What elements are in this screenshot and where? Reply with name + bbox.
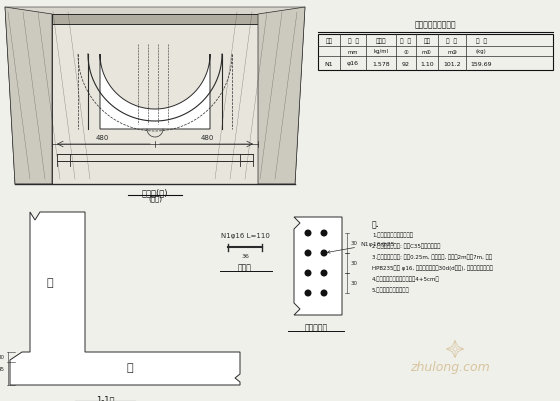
- Text: 注.: 注.: [372, 219, 380, 229]
- Text: 3.钢筋保护层端墙: 净距0.25m, 直到地面, 模板距2m顶距7m, 型号: 3.钢筋保护层端墙: 净距0.25m, 直到地面, 模板距2m顶距7m, 型号: [372, 253, 492, 259]
- Text: 理论重: 理论重: [376, 38, 386, 44]
- Text: (正视): (正视): [148, 195, 162, 202]
- Text: 30: 30: [351, 261, 358, 266]
- Text: 92: 92: [402, 61, 410, 66]
- Bar: [52, 15, 258, 25]
- Text: 159.69: 159.69: [470, 61, 492, 66]
- Text: kg/ml: kg/ml: [374, 49, 389, 55]
- Text: 5.施工注意遵规范操作。: 5.施工注意遵规范操作。: [372, 286, 410, 292]
- Circle shape: [305, 231, 311, 236]
- Text: 底: 底: [127, 362, 133, 372]
- Polygon shape: [294, 217, 342, 315]
- Text: m③: m③: [447, 49, 457, 55]
- Text: 36: 36: [241, 254, 249, 259]
- Circle shape: [305, 290, 311, 296]
- Text: 总  重: 总 重: [475, 38, 487, 44]
- Text: 30: 30: [351, 281, 358, 286]
- Text: 101.2: 101.2: [443, 61, 461, 66]
- Polygon shape: [100, 55, 210, 130]
- Circle shape: [321, 290, 327, 296]
- Text: 1.578: 1.578: [372, 61, 390, 66]
- Bar: [318, 35, 553, 71]
- Text: 总  长: 总 长: [446, 38, 458, 44]
- Text: 45: 45: [0, 367, 5, 372]
- Text: 数  量: 数 量: [400, 38, 412, 44]
- Circle shape: [305, 251, 311, 256]
- Polygon shape: [10, 213, 240, 385]
- Text: 480: 480: [200, 135, 214, 141]
- Text: 侧: 侧: [46, 277, 53, 287]
- Text: mm: mm: [348, 49, 358, 55]
- Text: N1φ16@25: N1φ16@25: [328, 241, 395, 253]
- Text: N1: N1: [325, 61, 333, 66]
- Text: N1φ16 L=110: N1φ16 L=110: [221, 233, 269, 239]
- Text: φ16: φ16: [347, 61, 359, 66]
- Text: 1-1断: 1-1断: [96, 394, 114, 401]
- Text: 1.10: 1.10: [420, 61, 434, 66]
- Text: HPB235钢筋 φ16, 混凝土弯钩强度30d(d弯钩), 弯钩端均匀排布。: HPB235钢筋 φ16, 混凝土弯钩强度30d(d弯钩), 弯钩端均匀排布。: [372, 264, 493, 270]
- Text: m①: m①: [422, 49, 432, 55]
- Text: 30: 30: [351, 241, 358, 246]
- Text: 板上料: 板上料: [238, 263, 252, 272]
- Polygon shape: [52, 15, 258, 184]
- Polygon shape: [258, 8, 305, 184]
- Polygon shape: [5, 8, 305, 184]
- Text: 端墙正(一): 端墙正(一): [142, 188, 168, 197]
- Text: 480: 480: [95, 135, 109, 141]
- Text: (kg): (kg): [475, 49, 487, 55]
- Text: 钢筋断面图: 钢筋断面图: [305, 323, 328, 332]
- Text: 1.纵筋钢筋采用标准弯钩。: 1.纵筋钢筋采用标准弯钩。: [372, 231, 413, 237]
- Circle shape: [321, 231, 327, 236]
- Polygon shape: [5, 8, 52, 184]
- Text: zhulong.com: zhulong.com: [410, 360, 490, 374]
- Text: 钢筋材料数量统计表: 钢筋材料数量统计表: [415, 20, 456, 29]
- Circle shape: [321, 271, 327, 276]
- Text: 4.施工缝处预埋止水钢板以及4+5cm。: 4.施工缝处预埋止水钢板以及4+5cm。: [372, 275, 440, 281]
- Text: 直  径: 直 径: [348, 38, 358, 44]
- Text: 30: 30: [0, 354, 5, 360]
- Text: ①: ①: [404, 49, 408, 55]
- Text: 钢筋: 钢筋: [325, 38, 333, 44]
- Circle shape: [305, 271, 311, 276]
- Text: 单长: 单长: [423, 38, 431, 44]
- Text: 2.混凝土防水等级: 防水C35抗渗混凝土。: 2.混凝土防水等级: 防水C35抗渗混凝土。: [372, 242, 440, 248]
- Circle shape: [321, 251, 327, 256]
